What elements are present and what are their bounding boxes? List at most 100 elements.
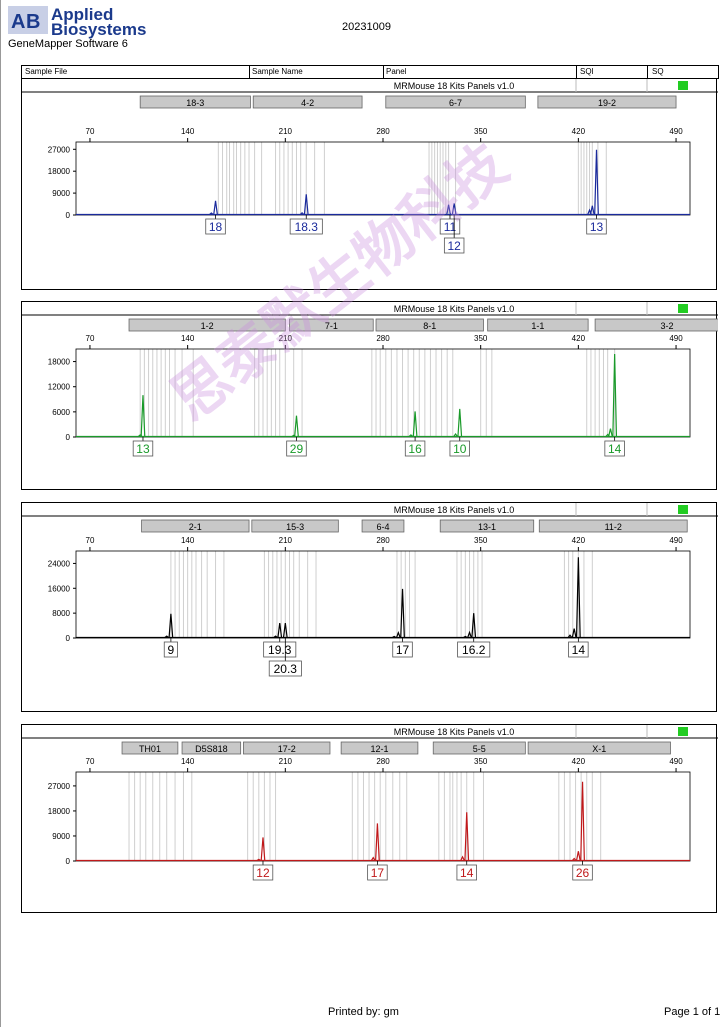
peak [412, 411, 418, 437]
marker-bar [361, 519, 405, 533]
peak [587, 208, 592, 215]
peak [209, 212, 214, 215]
marker-label: 3-2 [660, 321, 673, 331]
col-panel: Panel [386, 67, 407, 76]
chart-svg-2: MRMouse 18 Kits Panels v1.0 2-1 15-3 6-4 13-… [22, 503, 718, 677]
peak [467, 630, 472, 638]
marker-bar [251, 519, 339, 533]
electropherogram-panel-green: MRMouse 18 Kits Panels v1.0 1-2 7-1 8-1 1-1 3… [21, 301, 726, 490]
peak [370, 856, 376, 861]
marker-label: 1-2 [201, 321, 214, 331]
peak [408, 434, 414, 437]
y-tick-label: 24000 [48, 559, 71, 568]
allele-label: 12 [447, 239, 461, 253]
allele-box [252, 864, 274, 881]
x-tick-label: 350 [474, 127, 488, 136]
x-tick-label: 350 [474, 334, 488, 343]
allele-box [449, 440, 470, 457]
x-tick-label: 140 [181, 536, 195, 545]
peak [580, 781, 585, 861]
allele-box [367, 864, 388, 881]
marker-label: 19-2 [598, 98, 616, 108]
status-indicator [678, 81, 688, 90]
x-tick-label: 350 [474, 536, 488, 545]
y-tick-label: 18000 [48, 807, 71, 816]
marker-label: 4-2 [301, 98, 314, 108]
marker-label: 15-3 [286, 522, 304, 532]
x-tick-label: 70 [86, 334, 95, 343]
col-sqi: SQI [580, 67, 594, 76]
x-tick-label: 490 [669, 334, 683, 343]
marker-bar [128, 318, 286, 332]
peak [571, 857, 577, 861]
allele-box [263, 641, 297, 658]
software-name: GeneMapper Software 6 [8, 38, 128, 50]
x-tick-label: 490 [669, 757, 683, 766]
col-sample-file: Sample File [25, 67, 68, 76]
peak [291, 434, 296, 438]
allele-label: 17 [396, 643, 410, 657]
marker-bar [487, 318, 589, 332]
allele-box [604, 440, 625, 457]
marker-label: X-1 [592, 744, 606, 754]
allele-box [268, 660, 302, 677]
marker-label: 18-3 [186, 98, 204, 108]
applied-biosystems-logo: A B Applied Biosystems [8, 5, 146, 38]
peak [457, 408, 463, 437]
chart-svg-0: MRMouse 18 Kits Panels v1.0 18-3 4-2 6-7 19-… [22, 79, 718, 254]
marker-bar [252, 95, 363, 109]
report-date: 20231009 [342, 21, 391, 33]
x-tick-label: 420 [572, 536, 586, 545]
allele-box [289, 218, 323, 235]
y-tick-label: 16000 [48, 584, 71, 593]
peak [277, 623, 283, 638]
allele-label: 14 [572, 643, 586, 657]
x-tick-label: 70 [86, 757, 95, 766]
marker-bar [375, 318, 484, 332]
marker-label: 5-5 [473, 744, 486, 754]
peak [282, 623, 288, 638]
marker-bar [594, 318, 726, 332]
marker-label: 1-1 [531, 321, 544, 331]
marker-label: D5S818 [195, 744, 228, 754]
peak [460, 855, 465, 861]
allele-label: 11 [444, 220, 457, 234]
allele-box [205, 218, 226, 235]
allele-label: 12 [256, 866, 270, 880]
marker-bar [537, 95, 677, 109]
printed-by: Printed by: gm [328, 1006, 399, 1018]
peak [463, 635, 468, 639]
electropherogram-panel-blue: MRMouse 18 Kits Panels v1.0 18-3 4-2 6-7 19-… [21, 78, 718, 290]
x-tick-label: 280 [376, 536, 390, 545]
peak [256, 858, 261, 862]
marker-label: 13-1 [478, 522, 496, 532]
allele-label: 10 [453, 442, 467, 456]
x-tick-label: 280 [376, 334, 390, 343]
marker-label: TH01 [139, 744, 161, 754]
marker-bar [385, 95, 526, 109]
x-tick-label: 280 [376, 757, 390, 766]
brand-line-2: Biosystems [51, 20, 147, 39]
x-tick-label: 490 [669, 536, 683, 545]
marker-bar [243, 741, 331, 755]
sample-header-row: Sample File Sample Name Panel SQI SQ [21, 65, 719, 79]
peak [140, 395, 146, 437]
y-tick-label: 0 [66, 433, 71, 442]
marker-label: 8-1 [423, 321, 436, 331]
marker-bar [289, 318, 374, 332]
marker-bar [139, 95, 251, 109]
peak [213, 200, 218, 215]
col-sample-name: Sample Name [252, 67, 303, 76]
marker-bar [340, 741, 419, 755]
electropherogram-panel-black: MRMouse 18 Kits Panels v1.0 2-1 15-3 6-4 13-… [21, 502, 718, 712]
x-tick-label: 140 [181, 757, 195, 766]
allele-label: 18.3 [295, 220, 319, 234]
allele-label: 16 [408, 442, 422, 456]
x-tick-label: 420 [572, 757, 586, 766]
brand-line-1: Applied [51, 5, 114, 24]
allele-box [404, 440, 426, 457]
marker-label: 6-4 [376, 522, 389, 532]
allele-label: 29 [290, 442, 304, 456]
marker-bar [432, 741, 526, 755]
panel-title: MRMouse 18 Kits Panels v1.0 [394, 304, 515, 314]
